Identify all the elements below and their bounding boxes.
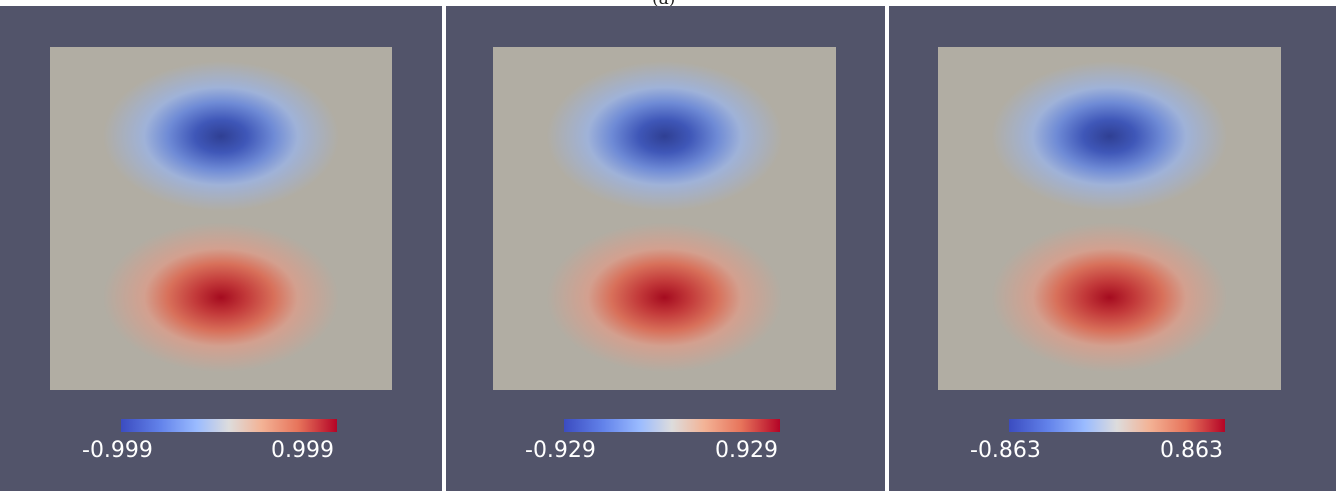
colorbar-max-label: 0.929: [715, 438, 778, 463]
colorbar-min-label: -0.929: [525, 438, 596, 463]
scalar-field-plot: [493, 47, 836, 390]
colorbar-min-label: -0.999: [82, 438, 153, 463]
colorbar: [564, 419, 780, 432]
colorbar-max-label: 0.999: [271, 438, 334, 463]
colorbar: [1009, 419, 1225, 432]
render-panel-3: -0.863 0.863: [889, 6, 1336, 491]
positive-lobe: [938, 47, 1281, 390]
colorbar-min-label: -0.863: [970, 438, 1041, 463]
scalar-field-plot: [50, 47, 392, 390]
figure-caption: (a): [652, 0, 675, 9]
colorbar-max-label: 0.863: [1160, 438, 1223, 463]
positive-lobe: [493, 47, 836, 390]
scalar-field-plot: [938, 47, 1281, 390]
positive-lobe: [50, 47, 392, 390]
colorbar: [121, 419, 337, 432]
render-panel-1: -0.999 0.999: [0, 6, 442, 491]
render-panel-2: -0.929 0.929: [446, 6, 885, 491]
